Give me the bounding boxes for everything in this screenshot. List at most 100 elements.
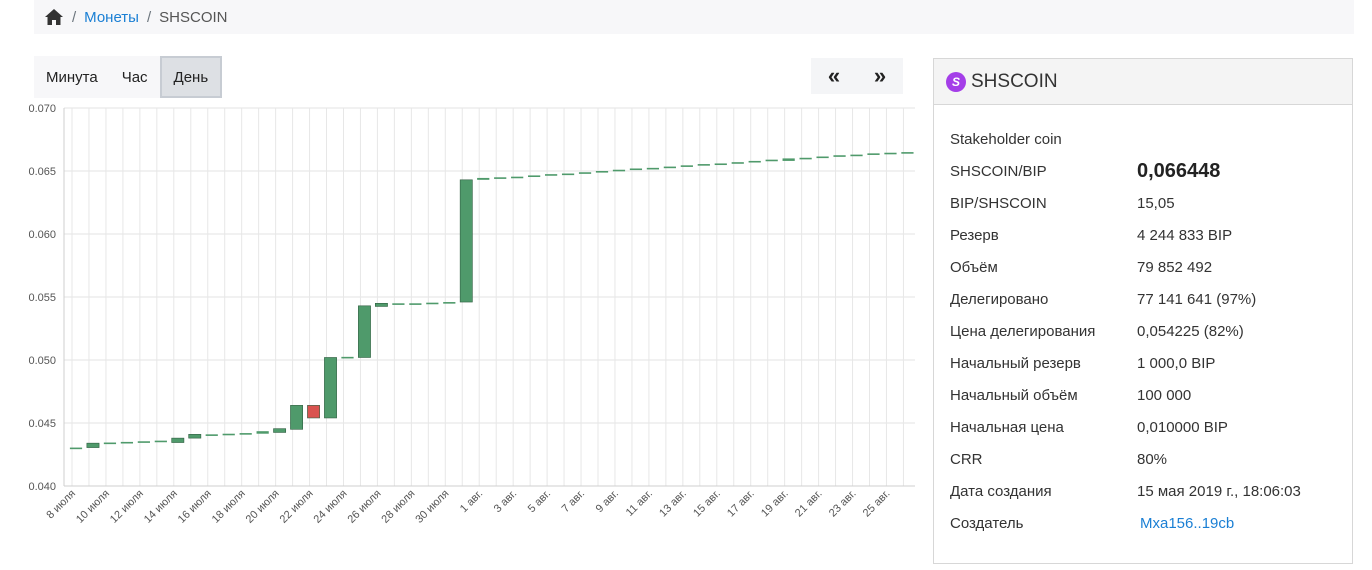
coin-symbol-title: SHSCOIN (971, 70, 1058, 92)
info-label: Начальный резерв (950, 354, 1081, 372)
info-row-initial-volume: Начальный объём 100 000 (950, 379, 1336, 411)
y-tick-label: 0.055 (28, 292, 56, 304)
candle (595, 171, 609, 173)
candle (205, 434, 218, 436)
candle (375, 303, 388, 307)
y-tick-label: 0.060 (28, 229, 56, 241)
candle (528, 175, 541, 178)
candle (629, 168, 643, 171)
candle (69, 447, 83, 450)
candle (392, 303, 405, 305)
candle (646, 167, 660, 170)
x-tick-label: 25 авг. (861, 488, 893, 520)
info-label: SHSCOIN/BIP (950, 162, 1047, 180)
candle (578, 172, 592, 174)
info-row-delegated: Делегировано 77 141 641 (97%) (950, 283, 1336, 315)
info-label: BIP/SHSCOIN (950, 194, 1047, 212)
info-label: Делегировано (950, 290, 1049, 308)
x-tick-label: 3 авг. (492, 488, 519, 515)
info-label: Создатель (950, 514, 1024, 532)
candle (341, 356, 354, 359)
breadcrumb-separator: / (146, 8, 152, 26)
info-label: Дата создания (950, 482, 1052, 500)
candle (494, 177, 507, 179)
home-icon[interactable] (44, 8, 64, 26)
prev-period-button[interactable]: « (827, 63, 841, 88)
period-minute-button[interactable]: Минута (46, 68, 98, 86)
info-value: 4 244 833 BIP (1137, 226, 1233, 244)
x-tick-label: 23 авг. (827, 488, 859, 520)
breadcrumb-separator: / (72, 8, 77, 26)
x-tick-label: 12 июля (108, 488, 146, 526)
period-selector: Минута Час День (34, 56, 223, 98)
candle (188, 434, 202, 439)
x-tick-label: 30 июля (413, 488, 451, 526)
candle (120, 441, 134, 444)
info-value: 1 000,0 BIP (1137, 354, 1216, 372)
y-tick-label: 0.065 (28, 166, 56, 178)
x-tick-label: 7 авг. (560, 488, 587, 515)
info-value: 80% (1137, 450, 1168, 468)
x-tick-label: 13 авг. (657, 488, 689, 520)
x-tick-label: 24 июля (312, 488, 350, 526)
info-label: Цена делегирования (950, 322, 1096, 340)
y-tick-label: 0.045 (28, 418, 56, 430)
y-tick-label: 0.070 (28, 103, 56, 115)
x-tick-label: 20 июля (244, 488, 282, 526)
candle (358, 305, 371, 358)
y-tick-label: 0.040 (28, 481, 56, 493)
candle (748, 160, 761, 163)
x-tick-label: 26 июля (345, 488, 383, 526)
chart-navigation: « » (811, 58, 903, 94)
x-tick-label: 22 июля (278, 488, 316, 526)
info-row-reserve: Резерв 4 244 833 BIP (950, 219, 1336, 251)
info-row-created-date: Дата создания 15 мая 2019 г., 18:06:03 (950, 475, 1336, 507)
period-day-button[interactable]: День (159, 56, 223, 98)
next-period-button[interactable]: » (873, 63, 887, 88)
x-tick-label: 9 авг. (594, 488, 621, 515)
coin-info-card: S SHSCOIN Stakeholder coin SHSCOIN/BIP 0,… (933, 58, 1353, 564)
info-row-initial-reserve: Начальный резерв 1 000,0 BIP (950, 347, 1336, 379)
info-value: 79 852 492 (1137, 258, 1213, 276)
candle (884, 152, 897, 155)
candle (612, 169, 626, 172)
candle (222, 433, 235, 436)
info-label: Начальная цена (950, 418, 1064, 436)
info-label: Начальный объём (950, 386, 1078, 404)
coin-card-header: S SHSCOIN (934, 59, 1352, 105)
info-value: 0,010000 BIP (1137, 418, 1228, 436)
x-tick-label: 14 июля (142, 488, 180, 526)
x-tick-label: 16 июля (176, 488, 214, 526)
candle (731, 162, 744, 164)
info-value: 77 141 641 (97%) (1137, 290, 1257, 308)
candle (409, 303, 422, 305)
coin-badge-icon: S (946, 71, 966, 92)
info-label: Резерв (950, 226, 999, 244)
candle (799, 157, 812, 160)
candle (459, 179, 473, 303)
candle (782, 158, 795, 161)
candle (816, 156, 829, 159)
coin-card-body: Stakeholder coin SHSCOIN/BIP 0,066448 BIP/… (934, 105, 1352, 539)
info-row-crr: CRR 80% (950, 443, 1336, 475)
info-row-price-shscoin-bip: SHSCOIN/BIP 0,066448 (950, 155, 1336, 187)
candle (137, 441, 150, 443)
candle (867, 153, 880, 155)
candle (239, 433, 252, 435)
x-tick-label: 28 июля (379, 488, 417, 526)
x-tick-label: 21 авг. (793, 488, 825, 520)
info-label: Объём (950, 258, 998, 276)
breadcrumb-coins-link[interactable]: Монеты (84, 8, 139, 26)
period-hour-button[interactable]: Час (121, 68, 148, 86)
candle (290, 405, 303, 430)
info-row-initial-price: Начальная цена 0,010000 BIP (950, 411, 1336, 443)
x-tick-label: 10 июля (74, 488, 112, 526)
candle (850, 154, 863, 157)
candle (443, 302, 456, 304)
candle (765, 159, 778, 162)
creator-address-link[interactable]: Mxa156..19cb (1140, 514, 1235, 532)
info-value: 100 000 (1137, 386, 1192, 404)
breadcrumb-current: SHSCOIN (159, 8, 228, 26)
x-tick-label: 5 авг. (526, 488, 553, 515)
